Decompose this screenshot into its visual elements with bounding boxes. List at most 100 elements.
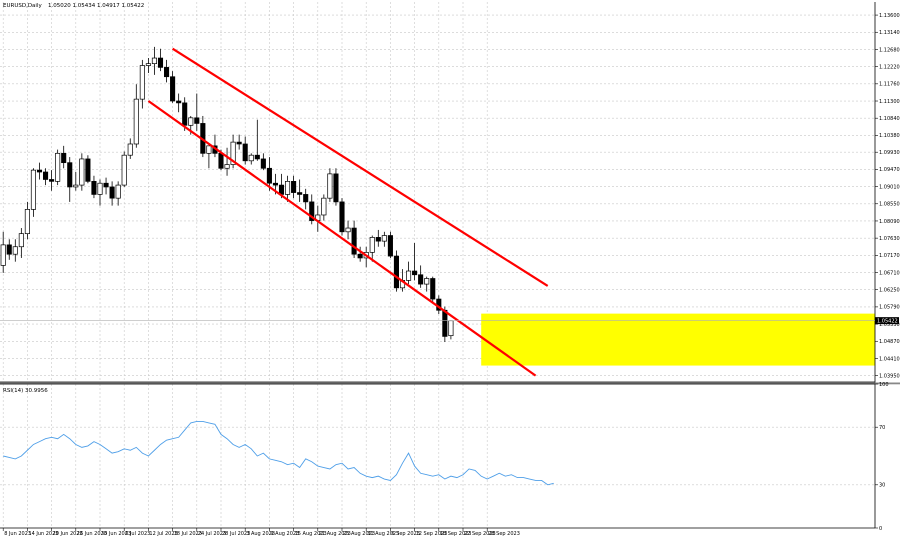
candle-bearish <box>182 102 188 126</box>
candle-bearish <box>291 181 297 193</box>
time-tick-label: 25 Aug 2023 <box>343 531 375 537</box>
candle-bearish <box>254 154 260 160</box>
candle-bearish <box>61 152 67 164</box>
candle-bullish <box>73 184 79 188</box>
candle-bullish <box>121 154 127 186</box>
candle-bullish <box>55 152 61 182</box>
candle-bearish <box>297 192 303 195</box>
time-tick-label: 12 Jul 2023 <box>149 531 177 537</box>
candle-bearish <box>442 309 448 337</box>
candle-bullish <box>381 235 387 242</box>
channel-lines-layer <box>147 47 549 377</box>
candle-bearish <box>242 143 248 162</box>
candle-bearish <box>418 274 424 285</box>
candle-bullish <box>133 98 139 145</box>
candle-bullish <box>406 270 412 281</box>
rsi-title: RSI(14) 30.9956 <box>3 388 48 394</box>
time-tick-label: 18 Sep 2023 <box>440 531 472 537</box>
current-price-layer: 1.05422 <box>0 317 899 325</box>
time-tick-label: 21 Aug 2023 <box>319 531 351 537</box>
rsi-tick-label: 30 <box>879 483 885 489</box>
candle-bearish <box>266 167 272 184</box>
time-tick-label: 6 Jul 2023 <box>125 531 150 537</box>
candle-bullish <box>230 141 236 165</box>
candle-bullish <box>139 65 145 100</box>
price-tick-label: 1.10380 <box>879 133 900 139</box>
price-tick-label: 1.12220 <box>879 64 900 70</box>
candle-bearish <box>260 158 266 169</box>
price-tick-label: 1.12680 <box>879 47 900 53</box>
candle-bearish <box>339 201 345 233</box>
candle-bearish <box>36 169 43 173</box>
candle-bearish <box>103 182 109 188</box>
candle-bearish <box>393 255 400 289</box>
candle-bullish <box>145 63 151 66</box>
candle-bearish <box>42 171 49 180</box>
candle-bearish <box>333 173 339 203</box>
price-tick-label: 1.11300 <box>879 99 900 105</box>
candle-bullish <box>224 164 230 169</box>
candle-bullish <box>18 233 24 248</box>
price-tick-label: 1.09470 <box>879 167 900 173</box>
candle-bullish <box>369 237 375 253</box>
time-tick-label: 18 Jul 2023 <box>174 531 202 537</box>
candle-bullish <box>12 246 18 255</box>
time-tick-label: 28 Sep 2023 <box>488 531 520 537</box>
candle-bearish <box>170 76 176 102</box>
price-tick-label: 1.08090 <box>879 219 900 225</box>
price-tick-label: 1.10840 <box>879 116 900 122</box>
candle-bullish <box>0 244 6 266</box>
time-tick-label: 22 Sep 2023 <box>464 531 496 537</box>
rsi-tick-label: 0 <box>879 526 882 532</box>
candle-bullish <box>127 143 133 156</box>
candle-bearish <box>430 278 436 300</box>
price-tick-label: 1.13140 <box>879 30 900 36</box>
rsi-tick-label: 100 <box>879 382 889 388</box>
candle-bullish <box>285 181 291 195</box>
candle-bearish <box>309 201 315 221</box>
candles-layer <box>0 46 454 343</box>
time-tick-label: 31 Aug 2023 <box>367 531 399 537</box>
candle-bearish <box>303 194 309 203</box>
candle-bearish <box>194 117 200 124</box>
time-tick-label: 12 Sep 2023 <box>416 531 448 537</box>
candle-bullish <box>97 182 103 195</box>
channel-lower-line <box>147 100 537 377</box>
candle-bearish <box>6 244 12 255</box>
candle-bearish <box>357 253 363 259</box>
price-tick-label: 1.04870 <box>879 339 900 345</box>
price-tick-label: 1.13600 <box>879 13 900 19</box>
candle-bullish <box>24 209 30 235</box>
rsi-layer <box>3 420 554 486</box>
price-tick-label: 1.04410 <box>879 356 900 362</box>
candle-bearish <box>49 179 55 182</box>
candle-bearish <box>164 67 170 78</box>
candle-bullish <box>30 169 37 210</box>
price-axis: 1.13600 1.13140 1.12680 1.12220 1.11760 1.113… <box>875 13 900 379</box>
candle-bullish <box>206 145 212 154</box>
time-tick-label: 14 Jun 2023 <box>28 531 58 537</box>
rsi-line <box>3 420 554 486</box>
candle-bullish <box>151 57 158 65</box>
current-price-label: 1.05422 <box>877 319 898 325</box>
price-tick-label: 1.11760 <box>879 82 900 88</box>
candle-bearish <box>157 57 164 68</box>
candle-bearish <box>67 162 73 188</box>
time-tick-label: 26 Jun 2023 <box>77 531 107 537</box>
channel-upper-line <box>172 47 549 287</box>
price-tick-label: 1.05330 <box>879 322 900 328</box>
time-tick-label: 30 Jun 2023 <box>101 531 131 537</box>
candle-bearish <box>109 186 115 199</box>
highlight-zone-layer <box>481 313 875 366</box>
time-tick-label: 9 Aug 2023 <box>270 531 299 537</box>
time-tick-label: 20 Jun 2023 <box>53 531 83 537</box>
price-tick-label: 1.09010 <box>879 184 900 190</box>
candle-bearish <box>218 152 224 169</box>
candle-bearish <box>91 181 97 195</box>
candle-bullish <box>115 184 121 199</box>
ohlc-values: 1.05020 1.05434 1.04917 1.05422 <box>48 3 144 9</box>
time-tick-label: 24 Jul 2023 <box>198 531 226 537</box>
time-tick-label: 15 Aug 2023 <box>295 531 327 537</box>
